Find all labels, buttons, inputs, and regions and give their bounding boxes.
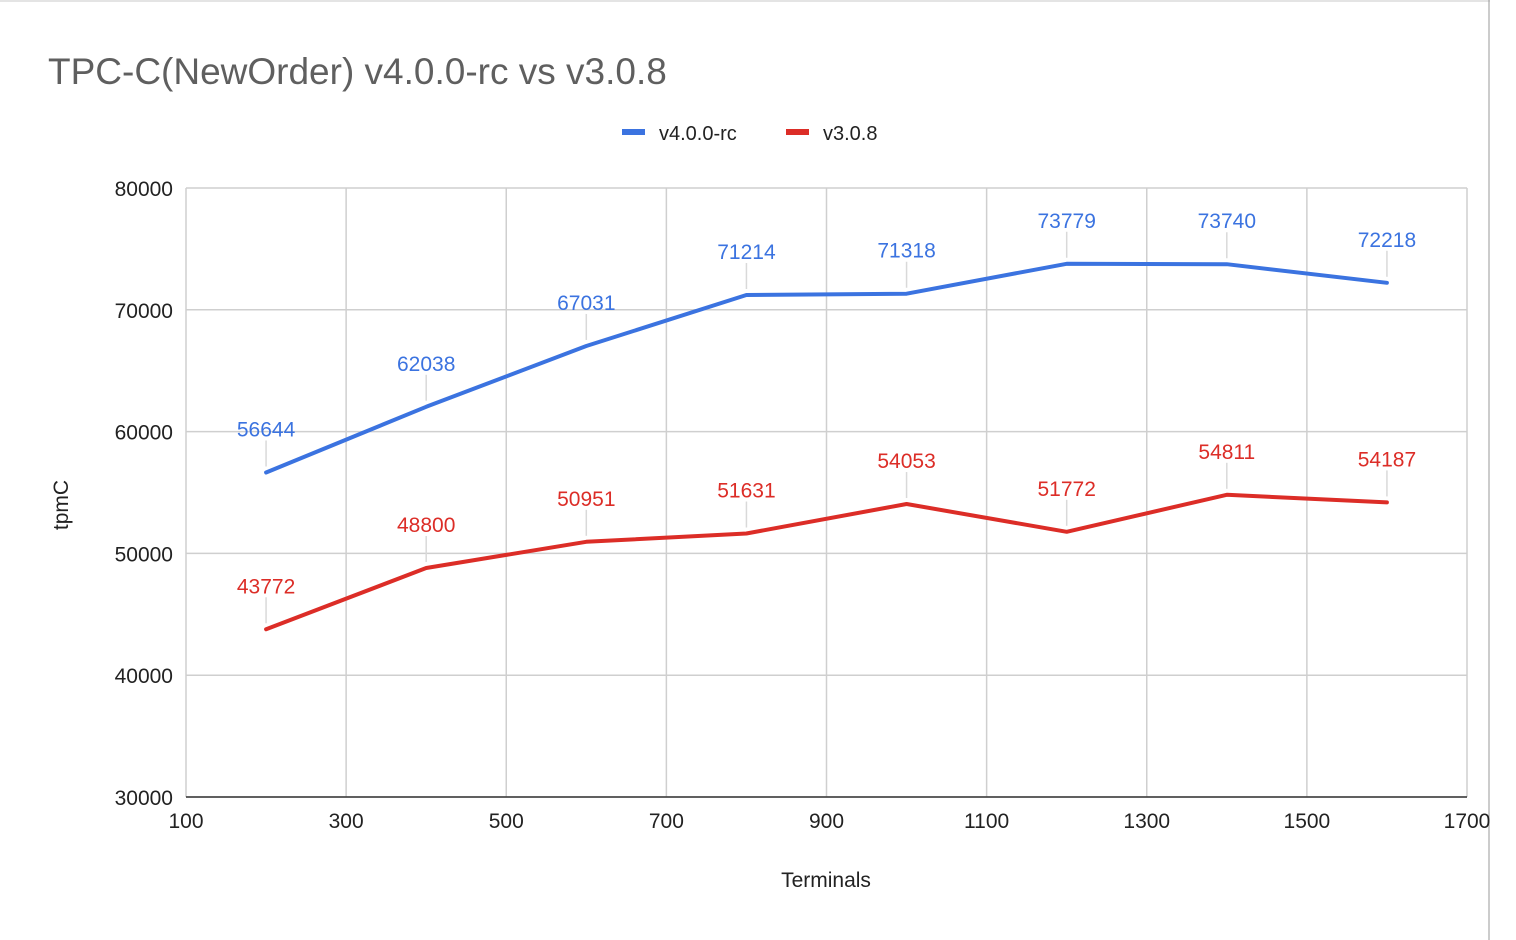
data-label: 71318 xyxy=(877,240,935,263)
data-label: 73779 xyxy=(1037,210,1095,233)
series-line xyxy=(264,261,1389,475)
data-label: 51772 xyxy=(1037,478,1095,501)
data-label: 56644 xyxy=(237,418,296,441)
y-axis-label: tpmC xyxy=(50,480,73,530)
data-label: 73740 xyxy=(1198,210,1256,233)
data-label: 67031 xyxy=(557,292,615,315)
data-label: 54053 xyxy=(877,450,935,473)
legend-label: v4.0.0-rc xyxy=(659,123,737,145)
grid xyxy=(185,187,1468,798)
x-tick-label: 900 xyxy=(809,810,844,833)
x-tick-label: 1300 xyxy=(1123,810,1170,833)
y-tick-label: 80000 xyxy=(115,178,173,201)
x-tick-label: 1100 xyxy=(964,810,1009,833)
x-tick-label: 300 xyxy=(329,810,364,833)
y-tick-label: 40000 xyxy=(115,665,173,688)
x-tick-label: 100 xyxy=(168,810,203,833)
y-tick-label: 30000 xyxy=(115,787,173,810)
x-tick-label: 1700 xyxy=(1444,810,1491,833)
x-tick-label: 700 xyxy=(649,810,684,833)
data-label: 50951 xyxy=(557,488,615,511)
chart-title: TPC-C(NewOrder) v4.0.0-rc vs v3.0.8 xyxy=(48,51,667,92)
x-axis-label: Terminals xyxy=(781,869,871,892)
data-label: 54187 xyxy=(1358,448,1416,471)
x-tick-label: 1500 xyxy=(1284,810,1331,833)
data-label: 48800 xyxy=(397,514,455,537)
y-tick-label: 70000 xyxy=(115,300,173,323)
data-label: 72218 xyxy=(1358,229,1416,252)
legend-label: v3.0.8 xyxy=(823,123,877,145)
data-label: 51631 xyxy=(717,480,775,503)
legend-swatch xyxy=(622,129,645,135)
x-tick-label: 500 xyxy=(489,810,524,833)
data-label: 62038 xyxy=(397,353,455,376)
series: 56644 62038 67031 71214 71318 73779 73740 72218… xyxy=(237,210,1416,632)
series-group: 56644 62038 67031 71214 71318 73779 73740 72218 xyxy=(237,210,1416,475)
y-tick-label: 50000 xyxy=(115,543,173,566)
data-label: 71214 xyxy=(717,241,776,264)
series-group: 43772 48800 50951 51631 54053 51772 54811 54187 xyxy=(237,441,1416,632)
legend: v4.0.0-rc v3.0.8 xyxy=(622,123,877,145)
data-label: 54811 xyxy=(1198,441,1255,464)
series-line xyxy=(264,492,1389,632)
data-label: 43772 xyxy=(237,575,295,598)
legend-swatch xyxy=(786,129,809,135)
y-tick-label: 60000 xyxy=(115,422,173,445)
axis-ticks: 100 300 500 700 900 1100 1300 1500 1700 30000 4000… xyxy=(115,178,1491,833)
